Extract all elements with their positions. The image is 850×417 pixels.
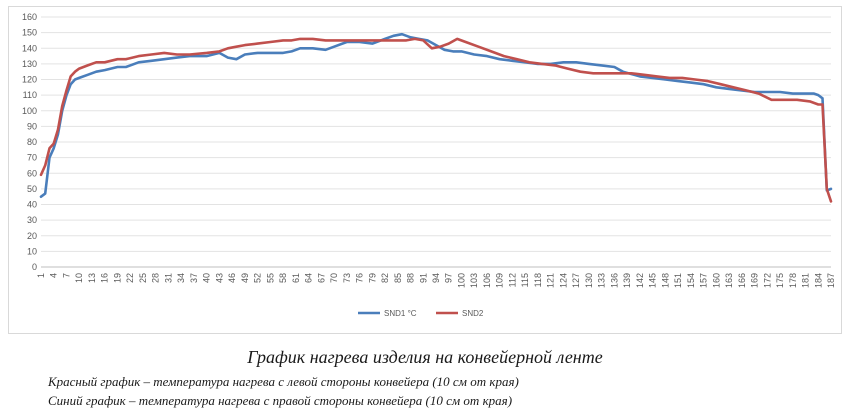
x-tick-label: 73 xyxy=(342,273,352,283)
x-tick-label: 130 xyxy=(584,273,594,288)
x-tick-label: 49 xyxy=(240,273,250,283)
x-tick-label: 115 xyxy=(520,273,530,287)
legend-label-1: SND1 °C xyxy=(384,309,417,318)
y-tick-label: 10 xyxy=(27,246,37,256)
x-tick-label: 79 xyxy=(367,273,377,283)
x-tick-label: 25 xyxy=(138,273,148,283)
x-tick-label: 70 xyxy=(329,273,339,283)
y-tick-label: 40 xyxy=(27,200,37,210)
x-tick-label: 85 xyxy=(393,273,403,283)
y-tick-label: 90 xyxy=(27,121,37,131)
x-tick-label: 46 xyxy=(227,273,237,283)
series-lines xyxy=(39,32,833,203)
y-tick-label: 20 xyxy=(27,231,37,241)
x-tick-label: 172 xyxy=(762,273,772,288)
x-tick-label: 7 xyxy=(61,273,71,278)
x-tick-label: 64 xyxy=(304,273,314,283)
x-tick-label: 175 xyxy=(775,273,785,288)
x-tick-label: 154 xyxy=(686,273,696,288)
x-tick-label: 13 xyxy=(87,273,97,283)
x-tick-label: 112 xyxy=(507,273,517,287)
x-tick-label: 118 xyxy=(533,273,543,287)
y-tick-label: 110 xyxy=(23,90,37,100)
y-tick-label: 0 xyxy=(32,262,37,272)
y-tick-label: 140 xyxy=(22,43,37,53)
x-tick-label: 106 xyxy=(482,273,492,288)
caption-title: График нагрева изделия на конвейерной ле… xyxy=(247,347,603,367)
x-tick-label: 40 xyxy=(202,273,212,283)
x-tick-label: 145 xyxy=(648,273,658,288)
x-tick-label: 127 xyxy=(571,273,581,288)
legend: SND1 °C SND2 xyxy=(358,309,484,318)
x-tick-label: 187 xyxy=(826,273,836,288)
x-tick-label: 88 xyxy=(406,273,416,283)
y-tick-label: 70 xyxy=(27,153,37,163)
series-line-1 xyxy=(39,32,833,198)
x-tick-label: 91 xyxy=(418,273,428,283)
series-line-2 xyxy=(39,37,833,203)
x-tick-label: 181 xyxy=(801,273,811,288)
y-tick-label: 60 xyxy=(27,168,37,178)
y-tick-label: 130 xyxy=(22,59,37,69)
x-tick-label: 4 xyxy=(49,273,59,278)
x-tick-label: 19 xyxy=(112,273,122,283)
x-tick-label: 133 xyxy=(597,273,607,288)
x-tick-label: 121 xyxy=(546,273,556,288)
x-tick-label: 160 xyxy=(711,273,721,288)
x-tick-label: 58 xyxy=(278,273,288,283)
y-tick-label: 160 xyxy=(22,12,37,22)
x-tick-label: 28 xyxy=(151,273,161,283)
x-tick-label: 37 xyxy=(189,273,199,283)
x-tick-label: 109 xyxy=(495,273,505,288)
line-chart: 0102030405060708090100110120130140150160… xyxy=(22,12,836,318)
y-tick-label: 80 xyxy=(27,137,37,147)
x-tick-label: 61 xyxy=(291,273,301,283)
x-tick-label: 16 xyxy=(100,273,110,283)
x-tick-label: 94 xyxy=(431,273,441,283)
x-tick-label: 178 xyxy=(788,273,798,288)
x-tick-label: 163 xyxy=(724,273,734,288)
x-tick-label: 22 xyxy=(125,273,135,283)
legend-label-2: SND2 xyxy=(462,309,484,318)
y-tick-label: 50 xyxy=(27,184,37,194)
y-tick-label: 30 xyxy=(27,215,37,225)
x-tick-label: 67 xyxy=(316,273,326,283)
x-tick-label: 43 xyxy=(214,273,224,283)
x-tick-label: 148 xyxy=(660,273,670,288)
x-tick-label: 184 xyxy=(813,273,823,288)
x-tick-label: 10 xyxy=(74,273,84,283)
x-tick-label: 157 xyxy=(699,273,709,288)
x-tick-label: 136 xyxy=(609,273,619,288)
x-axis-tick-labels: 1 4 7 10 13 16 19 22 25 28 31 34 37 40 43 46 49 52 55 58 61 6… xyxy=(36,273,836,288)
x-tick-label: 76 xyxy=(355,273,365,283)
x-tick-label: 124 xyxy=(558,273,568,288)
x-tick-label: 52 xyxy=(253,273,263,283)
x-tick-label: 166 xyxy=(737,273,747,288)
y-tick-label: 100 xyxy=(22,106,37,116)
x-tick-label: 100 xyxy=(456,273,466,288)
y-tick-label: 120 xyxy=(22,75,37,85)
x-tick-label: 103 xyxy=(469,273,479,288)
caption-red-series: Красный график – температура нагрева с л… xyxy=(48,374,519,389)
x-tick-label: 169 xyxy=(750,273,760,288)
x-tick-label: 82 xyxy=(380,273,390,283)
x-tick-label: 97 xyxy=(444,273,454,283)
x-tick-label: 1 xyxy=(36,273,46,278)
x-tick-label: 139 xyxy=(622,273,632,288)
chart-frame: 0 10 20 30 40 50 60 70 80 90 100 110 120 130 140 150 160… xyxy=(8,6,842,334)
y-axis-tick-labels: 0 10 20 30 40 50 60 70 80 90 100 110 120 130 140 150 160 xyxy=(22,12,37,272)
x-tick-label: 31 xyxy=(163,273,173,283)
x-tick-label: 55 xyxy=(265,273,275,283)
y-tick-label: 150 xyxy=(22,28,37,38)
x-tick-label: 34 xyxy=(176,273,186,283)
x-tick-label: 142 xyxy=(635,273,645,288)
caption-blue-series: Синий график – температура нагрева с пра… xyxy=(48,393,513,408)
x-tick-label: 151 xyxy=(673,273,683,288)
